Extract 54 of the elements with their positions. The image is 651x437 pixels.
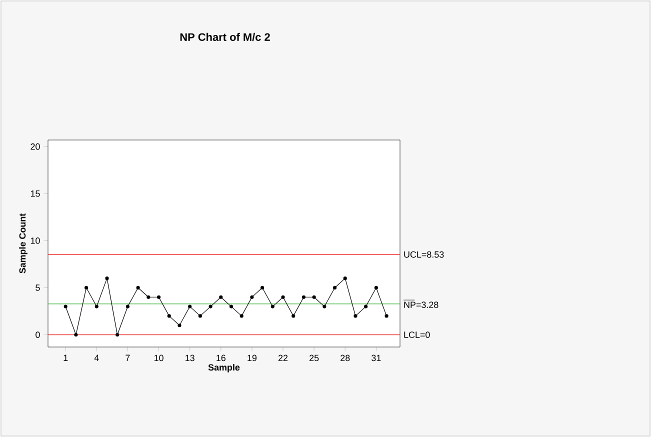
point xyxy=(116,332,120,337)
point xyxy=(188,304,192,308)
y-tick-label: 0 xyxy=(36,332,40,338)
point xyxy=(281,295,285,299)
ref-line-label: NP=3.28 xyxy=(404,302,438,308)
y-tick-label: 10 xyxy=(30,238,40,244)
point xyxy=(136,286,140,290)
x-tick-label: 31 xyxy=(372,354,381,362)
point xyxy=(240,314,244,318)
point xyxy=(167,314,171,318)
point xyxy=(343,276,347,280)
point xyxy=(219,295,223,299)
ref-line-label: UCL=8.53 xyxy=(404,251,444,258)
x-tick-label: 25 xyxy=(310,354,319,362)
point xyxy=(229,304,234,308)
point xyxy=(126,304,130,308)
point xyxy=(322,304,326,308)
y-tick-label: 15 xyxy=(30,190,40,197)
point xyxy=(354,314,358,318)
x-tick-label: 1 xyxy=(64,354,68,361)
chart-title: NP Chart of M/c 2 xyxy=(180,32,270,42)
point xyxy=(384,314,388,318)
point xyxy=(270,304,274,308)
y-axis-title: Sample Count xyxy=(19,213,28,274)
point xyxy=(156,295,161,299)
point xyxy=(74,332,78,337)
point xyxy=(374,286,378,290)
point xyxy=(292,314,296,318)
point xyxy=(178,324,182,328)
point xyxy=(260,286,264,290)
point xyxy=(198,314,202,318)
point xyxy=(105,276,109,280)
x-axis-title: Sample xyxy=(208,364,240,372)
x-tick-label: 13 xyxy=(186,354,194,362)
x-tick-label: 4 xyxy=(94,354,99,361)
y-tick-label: 20 xyxy=(30,143,40,150)
x-tick-label: 16 xyxy=(216,354,226,362)
point xyxy=(94,304,98,308)
point xyxy=(146,295,150,299)
point xyxy=(312,295,316,299)
x-tick-label: 28 xyxy=(340,354,350,362)
point xyxy=(250,295,254,299)
point xyxy=(64,304,68,308)
ref-line-label: LCL=0 xyxy=(404,332,430,338)
x-tick-label: 10 xyxy=(154,354,164,362)
x-tick-label: 22 xyxy=(278,354,288,362)
point xyxy=(302,295,306,299)
point xyxy=(208,304,212,308)
point xyxy=(364,304,368,308)
x-tick-label: 19 xyxy=(248,354,257,362)
x-tick-label: 7 xyxy=(126,354,130,361)
point xyxy=(332,286,337,290)
y-tick-label: 5 xyxy=(36,284,40,291)
point xyxy=(84,286,88,290)
